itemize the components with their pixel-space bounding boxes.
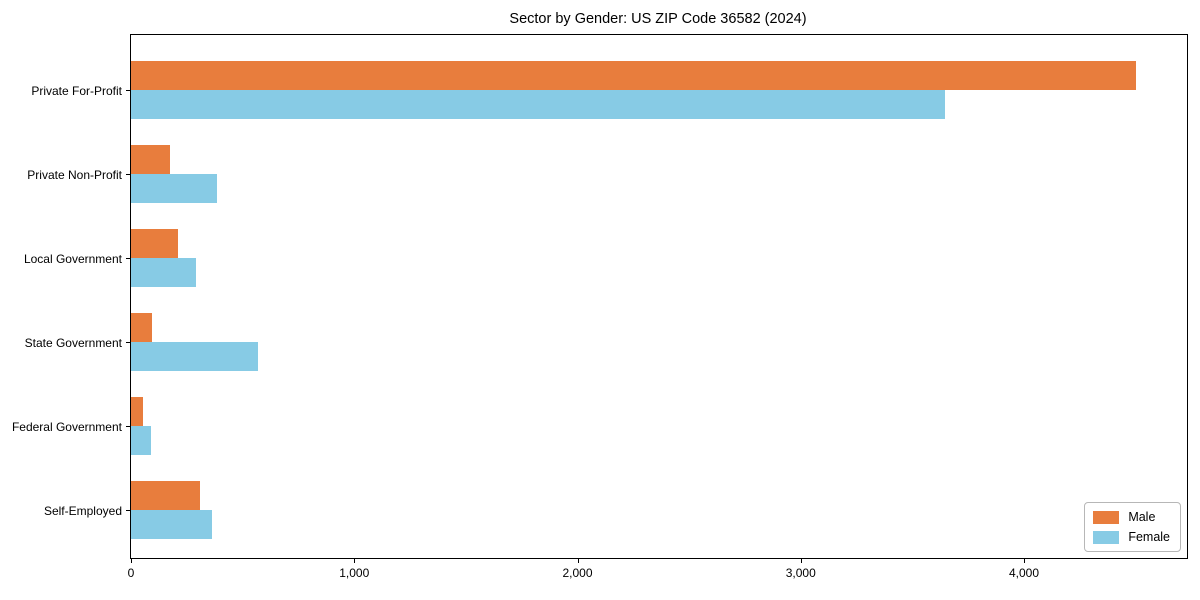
bar-female-5	[131, 426, 152, 455]
bar-female-1	[131, 90, 945, 119]
bar-male-4	[131, 313, 153, 342]
category-label: State Government	[24, 335, 122, 350]
bar-female-3	[131, 258, 196, 287]
x-tick-mark	[354, 558, 356, 563]
y-tick-mark	[126, 174, 131, 175]
x-tick-label: 4,000	[1009, 566, 1040, 580]
bar-female-2	[131, 174, 217, 203]
legend-swatch-female	[1093, 530, 1120, 544]
y-tick-mark	[126, 510, 131, 511]
bar-male-2	[131, 145, 171, 174]
legend-label: Male	[1128, 510, 1156, 524]
y-tick-mark	[126, 342, 131, 343]
bar-male-6	[131, 481, 201, 510]
x-tick-label: 1,000	[339, 566, 370, 580]
legend-swatch-male	[1093, 510, 1120, 524]
legend-entry-female: Female	[1093, 530, 1170, 544]
bar-female-6	[131, 510, 213, 539]
bar-male-3	[131, 229, 178, 258]
bar-female-4	[131, 342, 259, 371]
x-tick-label: 3,000	[785, 566, 816, 580]
bar-male-1	[131, 61, 1136, 90]
category-label: Self-Employed	[43, 503, 122, 518]
x-tick-mark	[131, 558, 132, 563]
x-tick-label: 2,000	[562, 566, 593, 580]
x-tick-mark	[1024, 558, 1026, 563]
category-label: Federal Government	[11, 419, 122, 434]
y-tick-mark	[126, 90, 131, 91]
legend: Male Female	[1084, 502, 1181, 552]
y-tick-mark	[126, 258, 131, 259]
x-tick-mark	[577, 558, 579, 563]
chart-title: Sector by Gender: US ZIP Code 36582 (202…	[509, 11, 807, 27]
plot-area: Private For-Profit Private Non-Profit Loca…	[12, 34, 1188, 580]
x-tick-label: 0	[127, 566, 135, 580]
x-tick-mark	[800, 558, 802, 563]
bar-male-5	[131, 397, 144, 426]
category-label: Private For-Profit	[31, 83, 122, 98]
legend-entry-male: Male	[1093, 510, 1170, 524]
category-label: Local Government	[23, 251, 122, 266]
category-label: Private Non-Profit	[27, 167, 122, 182]
y-tick-mark	[126, 426, 131, 427]
legend-label: Female	[1128, 530, 1170, 544]
